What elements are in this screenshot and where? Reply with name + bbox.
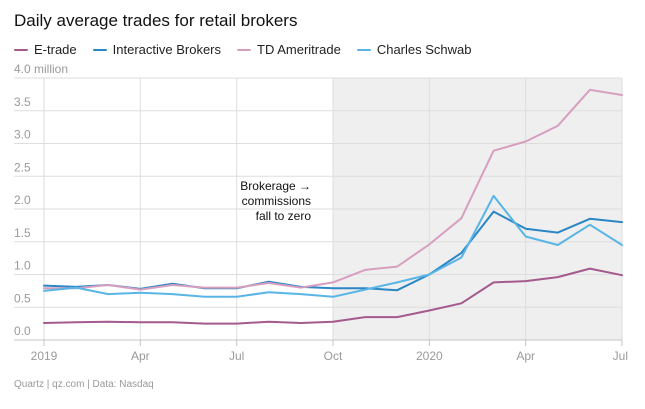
y-tick-label: 0.5 <box>14 291 31 305</box>
annotation-line: Brokerage → <box>240 179 311 193</box>
plot-area: 0.0 0.5 1.0 1.5 2.0 2.5 3.0 3.5 4.0 million 2019 A… <box>14 62 628 363</box>
legend-item-interactive-brokers: Interactive Brokers <box>92 42 222 58</box>
chart-legend: E-trade Interactive Brokers TD Ameritrad… <box>14 42 471 58</box>
y-tick-label: 4.0 million <box>14 62 68 76</box>
legend-swatch-e-trade <box>14 49 28 51</box>
annotation-line: fall to zero <box>256 209 312 223</box>
x-tick-label: 2019 <box>31 349 58 363</box>
legend-label-e-trade: E-trade <box>34 42 77 57</box>
legend-item-charles-schwab: Charles Schwab <box>356 42 472 58</box>
x-tick-label: Apr <box>516 349 535 363</box>
legend-swatch-td-ameritrade <box>237 49 252 51</box>
y-tick-label: 1.5 <box>14 226 31 240</box>
x-tick-label: 2020 <box>416 349 443 363</box>
legend-item-e-trade: E-trade <box>14 42 77 58</box>
legend-label-charles-schwab: Charles Schwab <box>376 42 472 57</box>
legend-label-interactive-brokers: Interactive Brokers <box>112 42 222 57</box>
y-tick-label: 3.5 <box>14 95 31 109</box>
series-line-td-ameritrade <box>43 88 623 291</box>
y-tick-label: 2.0 <box>14 193 31 207</box>
legend-item-td-ameritrade: TD Ameritrade <box>237 42 341 58</box>
series-line-charles-schwab <box>43 194 623 298</box>
x-tick-label: Oct <box>324 349 343 363</box>
legend-swatch-interactive-brokers <box>92 49 107 51</box>
x-tick-label: Apr <box>131 349 150 363</box>
y-tick-label: 2.5 <box>14 160 31 174</box>
series-line-e-trade <box>43 267 623 325</box>
x-tick-label: Jul <box>229 349 244 363</box>
chart-title: Daily average trades for retail brokers <box>14 11 298 30</box>
legend-label-td-ameritrade: TD Ameritrade <box>257 42 341 57</box>
annotation-line: commissions <box>242 194 311 208</box>
y-tick-label: 0.0 <box>14 324 31 338</box>
y-tick-label: 3.0 <box>14 128 31 142</box>
chart-source-note: Quartz | qz.com | Data: Nasdaq <box>14 379 154 390</box>
legend-swatch-charles-schwab <box>356 49 371 51</box>
x-tick-label: Jul <box>613 349 628 363</box>
y-tick-label: 1.0 <box>14 259 31 273</box>
